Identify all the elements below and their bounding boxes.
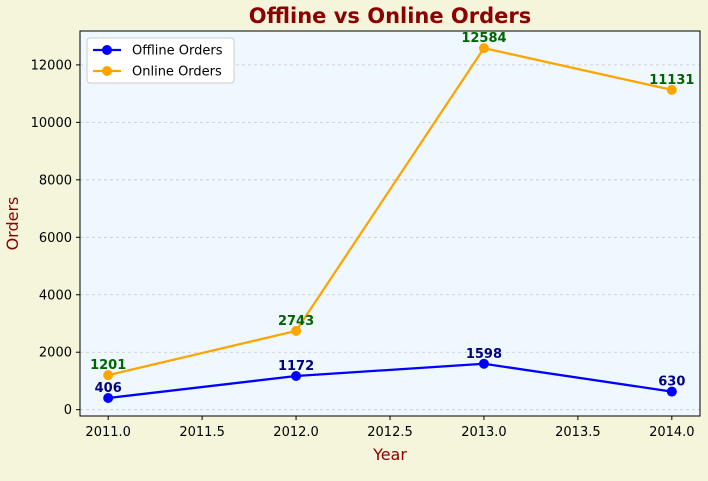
online-data-label: 11131 bbox=[649, 73, 694, 88]
y-tick-label: 2000 bbox=[39, 346, 72, 361]
y-tick-label: 4000 bbox=[39, 288, 72, 303]
online-data-label: 2743 bbox=[278, 314, 314, 329]
x-tick-label: 2012.0 bbox=[273, 425, 319, 440]
online-legend-label: Online Orders bbox=[132, 65, 222, 80]
y-tick-label: 12000 bbox=[31, 58, 72, 73]
offline-data-point bbox=[478, 358, 489, 369]
y-tick-label: 6000 bbox=[39, 231, 72, 246]
x-tick-label: 2013.5 bbox=[555, 425, 601, 440]
offline-legend-label: Offline Orders bbox=[132, 44, 223, 59]
online-data-point bbox=[666, 84, 677, 95]
offline-data-point bbox=[291, 371, 302, 382]
y-axis-label: Orders bbox=[3, 197, 22, 251]
legend-box bbox=[86, 37, 235, 84]
online-data-point bbox=[103, 370, 114, 381]
offline-legend-marker bbox=[102, 45, 112, 55]
offline-data-label: 1598 bbox=[466, 347, 502, 362]
axes: 2011.0 2011.5 2012.0 2012.5 2013.0 2013.5 2014… bbox=[31, 30, 701, 440]
x-tick-label: 2011.0 bbox=[85, 425, 131, 440]
y-tick-label: 10000 bbox=[31, 116, 72, 131]
chart-title: Offline vs Online Orders bbox=[249, 4, 532, 28]
online-legend-marker bbox=[102, 66, 112, 76]
x-tick-label: 2012.5 bbox=[367, 425, 413, 440]
offline-data-label: 630 bbox=[658, 375, 685, 390]
online-data-label: 1201 bbox=[90, 358, 126, 373]
plot-area bbox=[80, 31, 700, 416]
online-series-line bbox=[107, 46, 673, 377]
online-data-label: 12584 bbox=[461, 31, 506, 46]
offline-data-label: 1172 bbox=[278, 359, 314, 374]
x-axis-label: Year bbox=[372, 445, 407, 464]
x-tick-label: 2014.0 bbox=[649, 425, 695, 440]
offline-data-label: 406 bbox=[95, 381, 122, 396]
y-tick-label: 8000 bbox=[39, 173, 72, 188]
legend: Offline Orders Online Orders bbox=[86, 37, 235, 84]
x-tick-label: 2013.0 bbox=[461, 425, 507, 440]
offline-data-point bbox=[666, 386, 677, 397]
series-layer: 406 1172 1598 630 1201 2743 12584 11131 bbox=[90, 31, 694, 404]
y-tick-label: 0 bbox=[64, 403, 72, 418]
online-data-point bbox=[291, 325, 302, 336]
offline-series-line bbox=[108, 362, 672, 400]
x-tick-label: 2011.5 bbox=[179, 425, 225, 440]
online-data-point bbox=[478, 43, 489, 54]
offline-data-point bbox=[103, 393, 114, 404]
